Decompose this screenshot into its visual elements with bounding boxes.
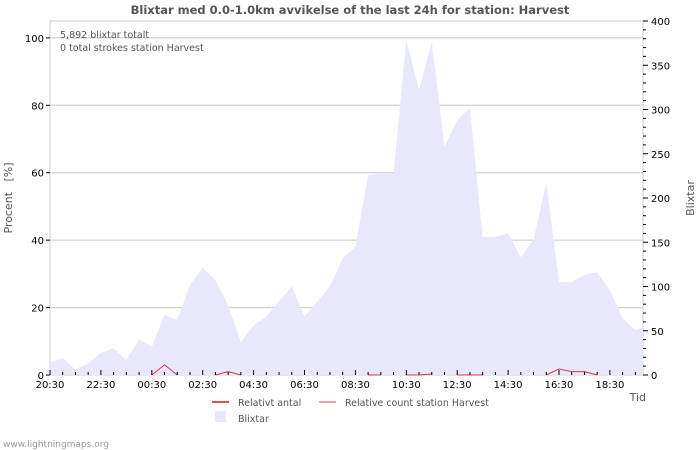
y-axis-label: Procent [%]: [2, 162, 15, 233]
x-tick-label: 10:30: [392, 380, 421, 391]
y-tick-label: 40: [31, 236, 44, 247]
blixtar-area: [50, 39, 643, 375]
relativt-antal-segment: [151, 364, 165, 376]
x-tick-label: 08:30: [341, 380, 370, 391]
relativt-antal-segment: [215, 371, 229, 376]
x-tick-label: 14:30: [494, 380, 523, 391]
x-tick-label: 18:30: [595, 380, 624, 391]
y-tick-label: 0: [38, 371, 44, 382]
y-tick-label: 60: [31, 169, 44, 180]
relativt-antal-segment: [558, 368, 572, 373]
x-tick-label: 00:30: [137, 380, 166, 391]
y2-tick-label: 100: [651, 283, 670, 294]
legend-label-blixtar: Blixtar: [238, 414, 269, 425]
y-tick-label: 100: [25, 34, 44, 45]
footer-link[interactable]: www.lightningmaps.org: [3, 440, 109, 450]
relativt-antal-segment: [584, 371, 598, 376]
chart-title: Blixtar med 0.0-1.0km avvikelse of the l…: [131, 3, 570, 17]
legend-swatch-blixtar: [215, 411, 226, 422]
blixtar-area-layer: [49, 39, 644, 375]
relativt-antal-segment: [228, 371, 242, 376]
y2-tick-label: 250: [651, 150, 670, 161]
legend-label-relative-count: Relative count station Harvest: [345, 398, 489, 409]
x-axis-label: Tid: [629, 391, 646, 404]
x-tick-label: 20:30: [36, 380, 65, 391]
y2-axis-label: Blixtar: [684, 180, 697, 216]
x-tick-label: 04:30: [239, 380, 268, 391]
y2-tick-label: 350: [651, 61, 670, 72]
y-tick-label: 20: [31, 304, 44, 315]
relativt-antal-segment: [418, 373, 432, 376]
relativt-antal-segment: [546, 368, 560, 376]
y2-tick-label: 50: [651, 327, 664, 338]
axes: 0 20 40 60 80 100 0 50 100 150 200 250 300 350 400 20:3…: [25, 17, 670, 391]
y2-tick-label: 300: [651, 106, 670, 117]
y-tick-label: 80: [31, 101, 44, 112]
x-tick-label: 12:30: [443, 380, 472, 391]
relativt-antal-segment: [164, 364, 178, 376]
relative-lines-layer: [151, 364, 598, 376]
x-tick-label: 02:30: [188, 380, 217, 391]
legend: Relativt antal Relative count station Ha…: [212, 398, 489, 425]
y2-tick-label: 0: [651, 371, 657, 382]
y2-tick-label: 150: [651, 238, 670, 249]
legend-label-relativt-antal: Relativt antal: [238, 398, 301, 409]
y2-tick-label: 400: [651, 17, 670, 28]
y2-tick-label: 200: [651, 194, 670, 205]
x-tick-label: 06:30: [290, 380, 319, 391]
annotation-total: 5,892 blixtar totalt: [60, 30, 149, 41]
x-tick-label: 16:30: [545, 380, 574, 391]
x-tick-label: 22:30: [86, 380, 115, 391]
annotation-station: 0 total strokes station Harvest: [60, 43, 204, 54]
